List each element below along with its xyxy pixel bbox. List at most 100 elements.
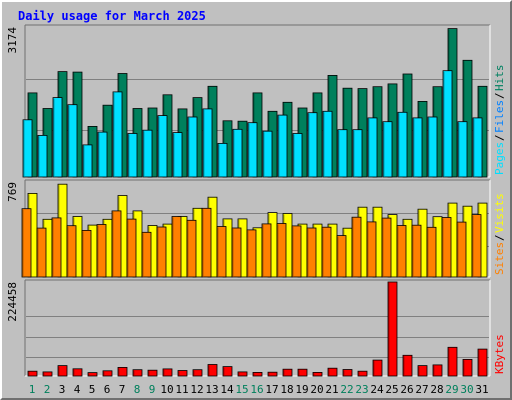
bar-pages-day-11 — [172, 132, 183, 178]
bar-sites-day-24 — [366, 221, 377, 278]
bar-pages-day-17 — [262, 130, 273, 178]
legend-visits: Sites/Visits — [493, 193, 506, 275]
bar-pages-day-21 — [322, 110, 333, 178]
x-tick-day-17: 17 — [265, 383, 278, 396]
bar-kbytes-day-22 — [342, 369, 353, 377]
x-tick-day-29: 29 — [445, 383, 458, 396]
bar-kbytes-day-13 — [207, 364, 218, 377]
bar-pages-day-24 — [367, 117, 378, 178]
legend-separator: / — [493, 234, 506, 241]
bar-pages-day-20 — [307, 112, 318, 178]
bar-kbytes-day-11 — [177, 370, 188, 377]
bar-kbytes-day-27 — [417, 365, 428, 377]
x-tick-day-19: 19 — [295, 383, 308, 396]
legend-separator: / — [493, 134, 506, 141]
bar-sites-day-20 — [306, 227, 317, 278]
x-tick-day-11: 11 — [175, 383, 188, 396]
bar-pages-day-3 — [52, 97, 63, 178]
chart-title: Daily usage for March 2025 — [18, 9, 206, 23]
bar-kbytes-day-20 — [312, 371, 323, 377]
bar-kbytes-day-12 — [192, 369, 203, 377]
bar-pages-day-5 — [82, 144, 93, 178]
bar-pages-day-25 — [382, 121, 393, 178]
x-tick-day-30: 30 — [460, 383, 473, 396]
bar-kbytes-day-24 — [372, 359, 383, 377]
bar-kbytes-day-3 — [57, 365, 68, 377]
legend-hits: Hits — [493, 65, 506, 92]
bar-pages-day-2 — [37, 134, 48, 178]
x-tick-day-25: 25 — [385, 383, 398, 396]
bar-kbytes-day-19 — [297, 368, 308, 377]
bar-pages-day-1 — [22, 119, 33, 178]
bar-sites-day-23 — [351, 216, 362, 278]
bar-pages-day-16 — [247, 122, 258, 178]
legend-sites: Sites — [493, 242, 506, 275]
y-tick-label: 224458 — [6, 282, 19, 322]
bar-pages-day-29 — [442, 70, 453, 178]
bar-pages-day-13 — [202, 108, 213, 178]
bar-sites-day-22 — [336, 235, 347, 278]
bar-pages-day-31 — [472, 117, 483, 178]
bar-sites-day-19 — [291, 225, 302, 278]
bar-sites-day-28 — [426, 226, 437, 278]
bar-sites-day-10 — [156, 226, 167, 278]
bar-kbytes-day-18 — [282, 368, 293, 377]
x-tick-day-10: 10 — [160, 383, 173, 396]
bar-kbytes-day-4 — [72, 368, 83, 377]
x-tick-day-15: 15 — [235, 383, 248, 396]
bar-kbytes-day-5 — [87, 372, 98, 377]
legend-visits: Visits — [493, 193, 506, 233]
panel-visits: 769 Sites/Visits — [6, 179, 506, 278]
x-tick-day-7: 7 — [119, 383, 126, 396]
bar-kbytes-day-26 — [402, 354, 413, 377]
bar-sites-day-17 — [261, 223, 272, 278]
x-tick-day-4: 4 — [74, 383, 81, 396]
bar-kbytes-day-16 — [252, 371, 263, 377]
x-tick-day-20: 20 — [310, 383, 323, 396]
x-tick-day-8: 8 — [134, 383, 141, 396]
x-tick-day-26: 26 — [400, 383, 413, 396]
bar-pages-day-12 — [187, 116, 198, 178]
x-tick-day-13: 13 — [205, 383, 218, 396]
bar-pages-day-27 — [412, 117, 423, 178]
bar-sites-day-1 — [21, 208, 32, 278]
bar-sites-day-25 — [381, 217, 392, 278]
bar-sites-day-12 — [186, 219, 197, 278]
bar-pages-day-28 — [427, 116, 438, 178]
bar-pages-day-15 — [232, 128, 243, 178]
x-tick-day-23: 23 — [355, 383, 368, 396]
bar-pages-day-23 — [352, 129, 363, 178]
bar-kbytes-day-6 — [102, 370, 113, 377]
legend-separator: / — [493, 92, 506, 99]
x-tick-day-5: 5 — [89, 383, 96, 396]
bar-kbytes-day-9 — [147, 369, 158, 377]
bar-pages-day-8 — [127, 133, 138, 178]
bar-pages-day-14 — [217, 142, 228, 178]
x-tick-day-9: 9 — [149, 383, 156, 396]
bar-pages-day-9 — [142, 129, 153, 178]
x-tick-day-21: 21 — [325, 383, 338, 396]
bar-kbytes-day-17 — [267, 371, 278, 377]
x-tick-day-31: 31 — [475, 383, 488, 396]
bar-kbytes-day-15 — [237, 371, 248, 377]
x-tick-day-28: 28 — [430, 383, 443, 396]
x-tick-day-1: 1 — [29, 383, 36, 396]
x-tick-day-2: 2 — [44, 383, 51, 396]
bar-sites-day-4 — [66, 225, 77, 278]
x-tick-day-3: 3 — [59, 383, 66, 396]
bar-sites-day-6 — [96, 224, 107, 278]
bar-sites-day-30 — [456, 221, 467, 278]
bar-kbytes-day-23 — [357, 370, 368, 377]
bar-pages-day-18 — [277, 114, 288, 178]
bar-sites-day-13 — [201, 207, 212, 278]
bar-sites-day-11 — [171, 216, 182, 278]
bar-kbytes-day-30 — [462, 358, 473, 377]
bar-kbytes-day-10 — [162, 368, 173, 377]
bar-sites-day-8 — [126, 218, 137, 278]
bar-pages-day-22 — [337, 129, 348, 178]
legend-files: Files — [493, 100, 506, 133]
bar-kbytes-day-28 — [432, 364, 443, 377]
